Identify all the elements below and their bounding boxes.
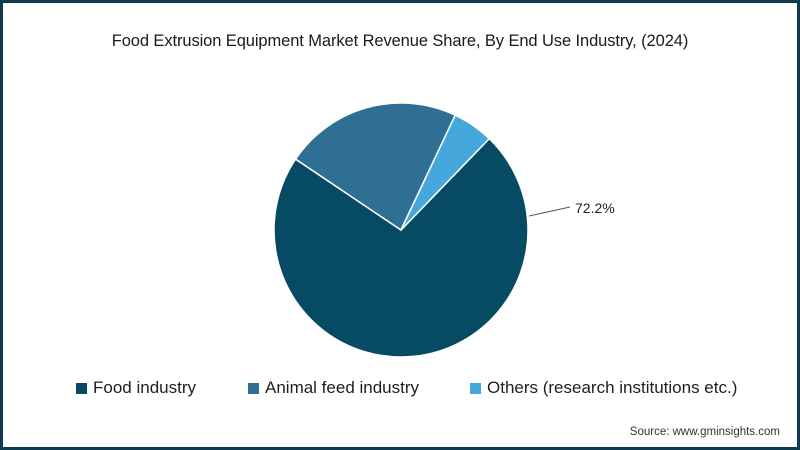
legend-item-food-industry: Food industry — [76, 378, 196, 398]
legend-label: Animal feed industry — [265, 378, 420, 397]
legend-label: Food industry — [93, 378, 196, 397]
leader-line — [528, 206, 571, 217]
legend-item-others: Others (research institutions etc.) — [470, 378, 737, 398]
chart-title: Food Extrusion Equipment Market Revenue … — [111, 32, 689, 50]
pie-slices — [273, 102, 529, 358]
data-label-food-industry: 72.2% — [575, 200, 615, 216]
legend-swatch-others — [470, 382, 481, 394]
legend: Food industry Animal feed industry Other… — [0, 378, 800, 402]
pie-slice-food-industry — [273, 137, 529, 358]
legend-item-animal-feed-industry: Animal feed industry — [248, 378, 419, 398]
legend-swatch-food-industry — [76, 382, 87, 394]
legend-swatch-animal-feed-industry — [248, 382, 259, 394]
source-note: Source: www.gminsights.com — [629, 426, 780, 438]
pie-slice-others-research-institutions-etc — [400, 114, 491, 231]
legend-label: Others (research institutions etc.) — [487, 378, 738, 397]
